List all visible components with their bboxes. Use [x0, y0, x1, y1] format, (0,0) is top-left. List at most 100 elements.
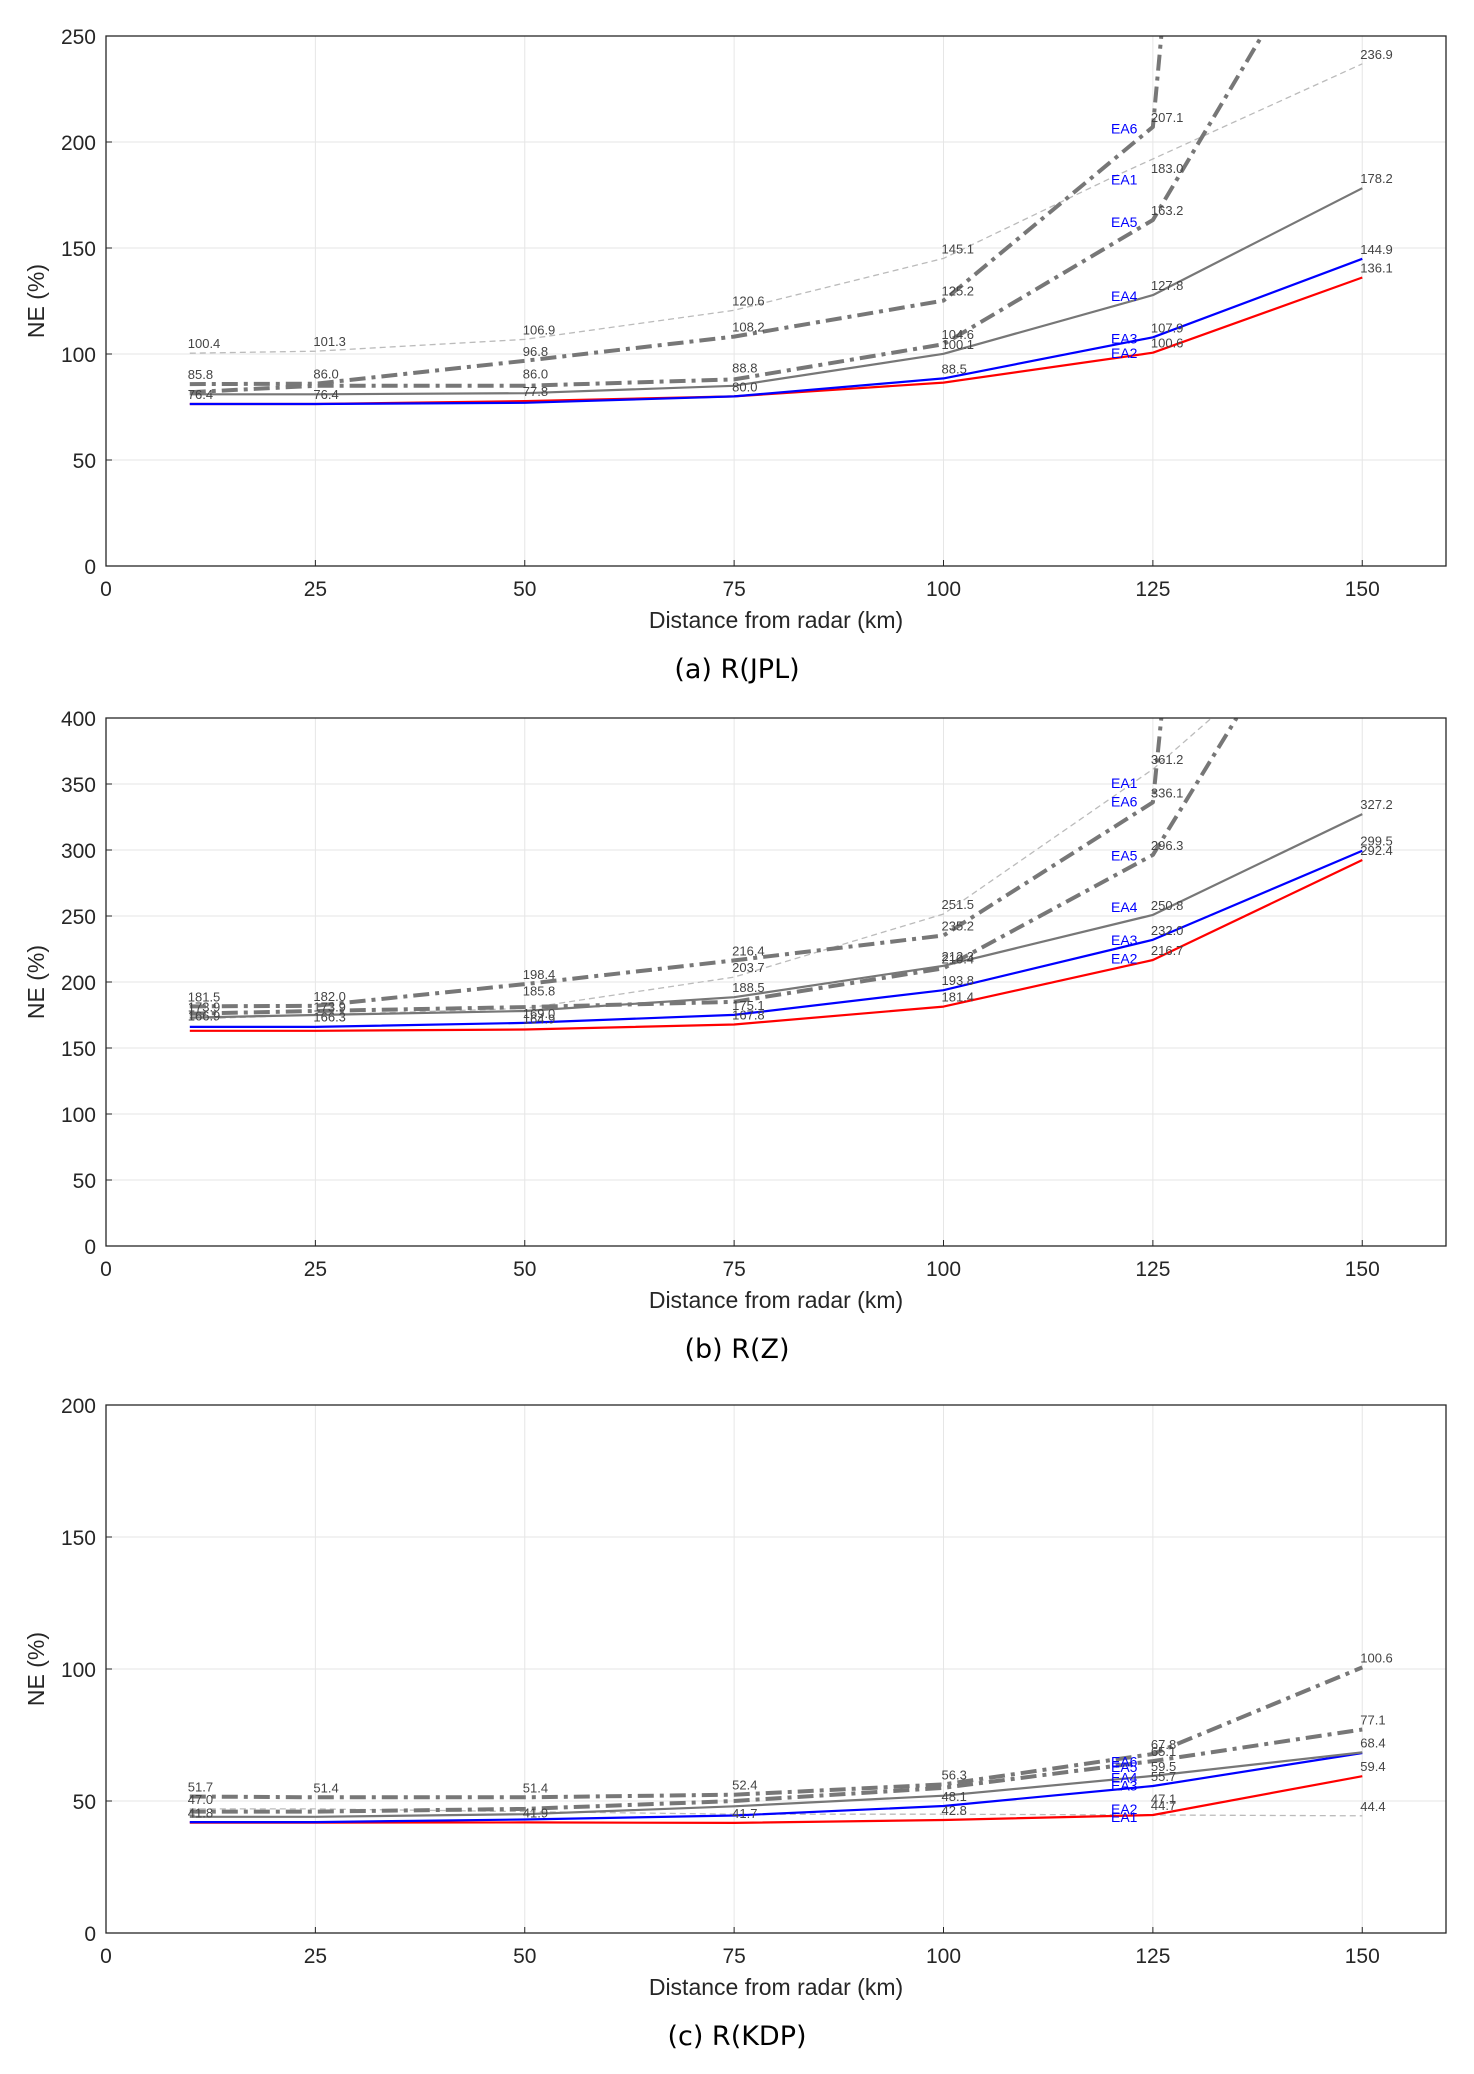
data-label: 51.4 — [523, 1780, 548, 1795]
series-line-ea3 — [189, 849, 1363, 1029]
data-label: 80.0 — [732, 379, 757, 394]
data-label: 86.0 — [313, 367, 338, 382]
y-tick-label: 250 — [61, 906, 96, 929]
data-label: 77.8 — [523, 384, 548, 399]
x-tick-label: 25 — [304, 1258, 327, 1281]
data-label: 251.5 — [942, 897, 975, 912]
y-axis-label: NE (%) — [23, 264, 49, 338]
x-tick-label: 25 — [304, 578, 327, 601]
x-axis-label: Distance from radar (km) — [649, 1974, 903, 2000]
data-label: 167.8 — [732, 1008, 765, 1023]
x-tick-label: 25 — [304, 1945, 327, 1968]
data-label: 120.6 — [732, 293, 765, 308]
series-label-ea4: EA4 — [1111, 899, 1138, 915]
data-label: 41.9 — [523, 1805, 548, 1820]
series-line-ea2 — [189, 859, 1363, 1032]
y-axis-label: NE (%) — [23, 1632, 49, 1706]
panel-caption: (b) R(Z) — [684, 1334, 789, 1365]
data-label: 88.5 — [942, 361, 967, 376]
y-tick-label: 50 — [73, 1791, 96, 1814]
series-line-ea5 — [189, 1727, 1363, 1814]
x-tick-label: 75 — [722, 578, 745, 601]
data-label: 42.8 — [942, 1803, 967, 1818]
data-label: 100.6 — [1360, 1650, 1393, 1665]
series-line-ea4 — [189, 813, 1363, 1019]
x-tick-label: 125 — [1135, 1945, 1170, 1968]
data-label: 169.0 — [523, 1006, 556, 1021]
data-label: 361.2 — [1151, 752, 1184, 767]
series-label-ea1: EA1 — [1111, 775, 1138, 791]
series-line-ea6 — [189, 718, 1164, 1009]
data-label: 235.2 — [942, 919, 975, 934]
y-tick-label: 150 — [61, 238, 96, 261]
data-label: 250.8 — [1151, 898, 1184, 913]
series-label-ea3: EA3 — [1111, 932, 1138, 948]
y-tick-label: 100 — [61, 1659, 96, 1682]
data-label: 59.5 — [1151, 1759, 1176, 1774]
x-axis-label: Distance from radar (km) — [649, 1287, 903, 1313]
data-label: 107.9 — [1151, 320, 1184, 335]
data-label: 188.5 — [732, 980, 765, 995]
data-label: 181.5 — [188, 989, 221, 1004]
series-line-ea5 — [189, 36, 1264, 395]
series-label-ea1: EA1 — [1111, 1809, 1138, 1825]
series-group — [189, 36, 1363, 406]
x-tick-label: 100 — [926, 1258, 961, 1281]
series-line-ea6 — [189, 1665, 1364, 1800]
series-line-ea4 — [189, 187, 1363, 396]
panel-caption: (a) R(JPL) — [674, 654, 799, 685]
x-tick-label: 150 — [1345, 1258, 1380, 1281]
y-tick-label: 150 — [61, 1038, 96, 1061]
series-label-ea2: EA2 — [1111, 951, 1138, 967]
data-label: 101.3 — [313, 334, 346, 349]
x-tick-label: 0 — [100, 1945, 112, 1968]
x-tick-label: 100 — [926, 578, 961, 601]
y-tick-label: 200 — [61, 972, 96, 995]
data-label: 198.4 — [523, 967, 556, 982]
data-label: 125.2 — [942, 284, 975, 299]
data-label: 100.4 — [188, 336, 221, 351]
data-label: 67.8 — [1151, 1737, 1176, 1752]
data-label: 236.9 — [1360, 47, 1393, 62]
data-label: 56.3 — [942, 1767, 967, 1782]
y-tick-label: 200 — [61, 1395, 96, 1418]
x-tick-label: 125 — [1135, 578, 1170, 601]
data-label: 52.4 — [732, 1778, 757, 1793]
series-line-ea4 — [189, 1751, 1363, 1818]
series-line-ea6 — [189, 36, 1164, 387]
y-tick-label: 150 — [61, 1527, 96, 1550]
x-axis-label: Distance from radar (km) — [649, 607, 903, 633]
x-tick-label: 100 — [926, 1945, 961, 1968]
x-tick-label: 75 — [722, 1258, 745, 1281]
y-tick-label: 50 — [73, 1170, 96, 1193]
series-label-ea5: EA5 — [1111, 848, 1138, 864]
data-label: 182.0 — [313, 989, 346, 1004]
data-label: 55.7 — [1151, 1769, 1176, 1784]
panel-caption: (c) R(KDP) — [667, 2021, 806, 2052]
data-label: 88.8 — [732, 361, 757, 376]
data-label: 59.4 — [1360, 1759, 1385, 1774]
series-group — [189, 1665, 1364, 1825]
y-tick-label: 0 — [84, 556, 96, 579]
x-tick-label: 75 — [722, 1945, 745, 1968]
data-label: 216.7 — [1151, 943, 1184, 958]
data-label: 51.4 — [313, 1780, 338, 1795]
data-label: 108.2 — [732, 320, 765, 335]
x-tick-label: 150 — [1345, 1945, 1380, 1968]
y-tick-label: 300 — [61, 840, 96, 863]
data-label: 100.6 — [1151, 336, 1184, 351]
data-label: 173.9 — [313, 999, 346, 1014]
data-label: 48.1 — [942, 1789, 967, 1804]
x-tick-label: 50 — [513, 1258, 536, 1281]
y-tick-label: 50 — [73, 450, 96, 473]
data-label: 232.0 — [1151, 923, 1184, 938]
y-tick-label: 100 — [61, 1104, 96, 1127]
x-tick-label: 50 — [513, 1945, 536, 1968]
series-label-ea4: EA4 — [1111, 288, 1138, 304]
data-label: 193.8 — [942, 973, 975, 988]
y-tick-label: 0 — [84, 1236, 96, 1259]
data-label: 210.4 — [942, 951, 975, 966]
data-label: 212.3 — [942, 949, 975, 964]
series-line-ea1 — [189, 63, 1363, 354]
